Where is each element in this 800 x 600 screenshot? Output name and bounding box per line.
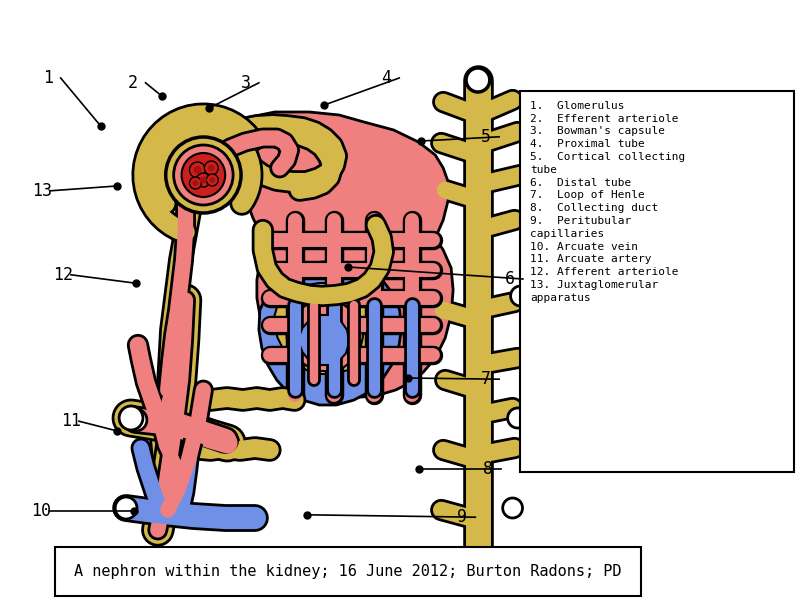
Circle shape (208, 164, 214, 172)
Text: 3: 3 (241, 74, 251, 92)
Text: 5: 5 (482, 128, 491, 146)
Circle shape (174, 145, 233, 205)
FancyBboxPatch shape (520, 91, 794, 472)
Text: A nephron within the kidney; 16 June 2012; Burton Radons; PD: A nephron within the kidney; 16 June 201… (74, 564, 622, 578)
Circle shape (119, 406, 143, 430)
Polygon shape (259, 262, 402, 405)
Text: 13: 13 (33, 182, 53, 200)
Circle shape (166, 137, 241, 213)
Circle shape (508, 408, 527, 428)
Text: 10: 10 (31, 502, 51, 520)
Text: 9: 9 (458, 508, 467, 526)
Circle shape (206, 174, 218, 186)
Circle shape (190, 162, 206, 178)
Circle shape (193, 180, 198, 186)
Circle shape (510, 286, 530, 306)
Circle shape (190, 177, 202, 189)
Circle shape (502, 498, 522, 518)
Circle shape (200, 176, 207, 184)
Text: 2: 2 (128, 74, 138, 92)
Polygon shape (286, 301, 363, 371)
Circle shape (210, 177, 215, 183)
Text: 6: 6 (505, 270, 515, 288)
Text: 12: 12 (53, 266, 73, 284)
Circle shape (466, 558, 490, 582)
Text: 7: 7 (482, 370, 491, 388)
Text: 8: 8 (483, 460, 493, 478)
Text: 1: 1 (43, 69, 53, 87)
Polygon shape (273, 283, 374, 374)
Text: 11: 11 (61, 412, 81, 430)
Polygon shape (298, 315, 349, 365)
FancyBboxPatch shape (54, 547, 642, 596)
Circle shape (466, 68, 490, 92)
Polygon shape (220, 112, 453, 397)
Text: 4: 4 (382, 69, 391, 87)
Circle shape (204, 161, 218, 175)
Circle shape (182, 153, 225, 197)
Circle shape (194, 166, 202, 174)
Circle shape (197, 173, 210, 187)
Circle shape (115, 497, 137, 519)
Text: 1.  Glomerulus
2.  Efferent arteriole
3.  Bowman's capsule
4.  Proximal tube
5. : 1. Glomerulus 2. Efferent arteriole 3. B… (530, 101, 686, 303)
Circle shape (125, 409, 147, 431)
